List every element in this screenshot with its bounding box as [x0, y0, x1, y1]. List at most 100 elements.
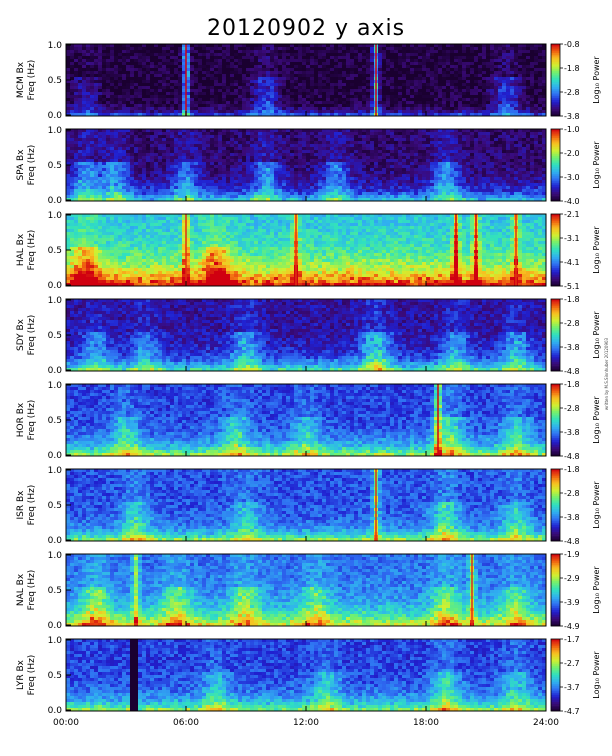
heatmap-cell: [342, 198, 347, 202]
heatmap-cell: [130, 159, 135, 163]
heatmap-cell: [78, 186, 83, 190]
heatmap-cell: [142, 65, 147, 69]
heatmap-cell: [506, 92, 511, 96]
heatmap-cell: [98, 110, 103, 114]
heatmap-cell: [210, 98, 215, 102]
heatmap-cell: [230, 144, 235, 148]
heatmap-cell: [542, 107, 547, 111]
heatmap-cell: [386, 62, 391, 66]
heatmap-cell: [178, 174, 183, 178]
heatmap-cell: [110, 74, 115, 78]
heatmap-cell: [90, 189, 95, 193]
heatmap-cell: [382, 177, 387, 181]
heatmap-cell: [238, 89, 243, 93]
heatmap-cell: [378, 159, 383, 163]
heatmap-cell: [206, 53, 211, 57]
heatmap-cell: [274, 162, 279, 166]
heatmap-cell: [306, 53, 311, 57]
heatmap-cell: [118, 98, 123, 102]
heatmap-cell: [122, 107, 127, 111]
heatmap-cell: [434, 101, 439, 105]
heatmap-cell: [354, 53, 359, 57]
heatmap-cell: [310, 80, 315, 84]
heatmap-cell: [382, 171, 387, 175]
heatmap-cell: [526, 56, 531, 60]
heatmap-cell: [154, 107, 159, 111]
heatmap-cell: [170, 165, 175, 169]
heatmap-cell: [342, 165, 347, 169]
heatmap-cell: [122, 86, 127, 90]
heatmap-cell: [206, 141, 211, 145]
heatmap-cell: [86, 150, 91, 154]
heatmap-cell: [462, 50, 467, 54]
heatmap-cell: [230, 104, 235, 108]
heatmap-cell: [310, 165, 315, 169]
heatmap-cell: [70, 150, 75, 154]
heatmap-cell: [118, 80, 123, 84]
heatmap-cell: [266, 186, 271, 190]
heatmap-cell: [94, 186, 99, 190]
heatmap-cell: [94, 132, 99, 136]
heatmap-cell: [74, 80, 79, 84]
heatmap-cell: [266, 89, 271, 93]
heatmap-cell: [234, 65, 239, 69]
heatmap-cell: [182, 195, 187, 199]
heatmap-cell: [138, 71, 143, 75]
heatmap-cell: [150, 198, 155, 202]
heatmap-cell: [362, 68, 367, 72]
heatmap-cell: [410, 95, 415, 99]
heatmap-cell: [202, 156, 207, 160]
heatmap-cell: [374, 156, 379, 160]
heatmap-cell: [402, 62, 407, 66]
heatmap-cell: [166, 156, 171, 160]
heatmap-cell: [318, 110, 323, 114]
heatmap-cell: [178, 153, 183, 157]
heatmap-cell: [238, 62, 243, 66]
heatmap-cell: [374, 150, 379, 154]
heatmap-cell: [118, 195, 123, 199]
heatmap-cell: [138, 65, 143, 69]
heatmap-cell: [158, 162, 163, 166]
heatmap-cell: [402, 135, 407, 139]
heatmap-cell: [142, 135, 147, 139]
heatmap-cell: [382, 180, 387, 184]
heatmap-cell: [362, 156, 367, 160]
heatmap-cell: [334, 129, 339, 133]
heatmap-cell: [526, 104, 531, 108]
heatmap-cell: [482, 56, 487, 60]
heatmap-cell: [462, 44, 467, 48]
heatmap-cell: [106, 65, 111, 69]
heatmap-cell: [114, 77, 119, 81]
heatmap-cell: [462, 83, 467, 87]
heatmap-cell: [486, 113, 491, 117]
heatmap-cell: [170, 177, 175, 181]
heatmap-cell: [66, 135, 71, 139]
heatmap-cell: [186, 138, 191, 142]
heatmap-cell: [530, 59, 535, 63]
heatmap-cell: [178, 74, 183, 78]
heatmap-cell: [162, 153, 167, 157]
heatmap-cell: [290, 62, 295, 66]
heatmap-cell: [114, 183, 119, 187]
heatmap-cell: [422, 47, 427, 51]
heatmap-cell: [134, 138, 139, 142]
heatmap-cell: [190, 171, 195, 175]
heatmap-cell: [386, 192, 391, 196]
heatmap-cell: [374, 138, 379, 142]
heatmap-cell: [250, 44, 255, 48]
heatmap-cell: [274, 135, 279, 139]
heatmap-cell: [210, 195, 215, 199]
heatmap-cell: [542, 80, 547, 84]
heatmap-cell: [290, 80, 295, 84]
heatmap-cell: [370, 156, 375, 160]
heatmap-cell: [90, 53, 95, 57]
heatmap-cell: [146, 104, 151, 108]
heatmap-cell: [350, 192, 355, 196]
heatmap-cell: [414, 107, 419, 111]
heatmap-cell: [530, 104, 535, 108]
heatmap-cell: [362, 141, 367, 145]
heatmap-cell: [382, 129, 387, 133]
heatmap-cell: [458, 77, 463, 81]
heatmap-cell: [298, 150, 303, 154]
heatmap-cell: [190, 150, 195, 154]
